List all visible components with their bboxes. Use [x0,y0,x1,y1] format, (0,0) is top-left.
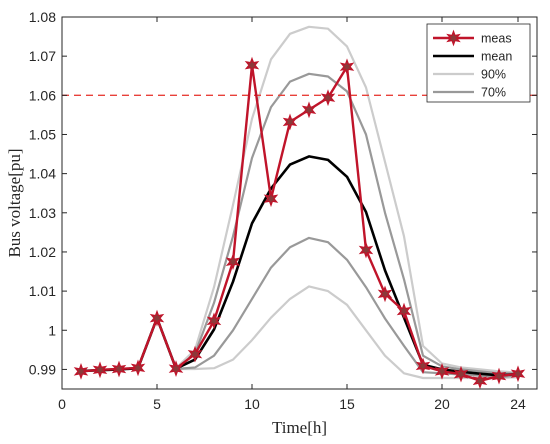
y-tick-label: 1.04 [29,166,56,182]
meas-marker [415,357,431,375]
meas-marker [396,302,412,320]
meas-marker [434,362,450,380]
legend: meas mean 90% 70% [426,23,531,103]
x-tick-label: 20 [434,396,450,412]
meas-marker [491,367,507,385]
y-tick-label: 1.05 [29,126,56,142]
y-axis-ticks: 0.99 1 1.01 1.02 1.03 1.04 1.05 1.06 1.07 1.08 [29,9,537,377]
x-tick-label: 24 [510,396,526,412]
meas-marker [301,101,317,119]
y-tick-label: 1.02 [29,244,56,260]
x-tick-label: 0 [58,396,66,412]
meas-marker [168,360,184,378]
legend-label: 70% [481,86,506,100]
legend-label: 90% [481,68,506,82]
series-markers [73,56,526,390]
y-tick-label: 1 [48,322,56,338]
y-axis-label: Bus voltage[pu] [5,148,24,257]
x-tick-label: 10 [244,396,260,412]
legend-label: meas [481,32,512,46]
meas-marker [92,361,108,379]
meas-marker [263,190,279,208]
legend-entries: meas mean 90% 70% [433,29,512,100]
meas-marker [244,56,260,74]
meas-marker [320,89,336,107]
meas-marker [187,345,203,363]
meas-marker [510,365,526,383]
meas-marker [453,365,469,383]
meas-marker [377,285,393,303]
y-tick-label: 1.03 [29,205,56,221]
legend-box [426,23,531,103]
y-tick-label: 0.99 [29,361,56,377]
y-tick-label: 1.01 [29,283,56,299]
meas-marker [149,309,165,327]
x-tick-label: 5 [153,396,161,412]
legend-star-marker [446,29,461,47]
x-tick-label: 15 [339,396,355,412]
meas-marker [225,253,241,271]
y-tick-label: 1.08 [29,9,56,25]
x-axis-label: Time[h] [272,418,327,437]
meas-marker [472,372,488,390]
y-tick-label: 1.06 [29,87,56,103]
plot-frame [61,16,538,390]
meas-marker [111,360,127,378]
meas-marker [358,241,374,259]
meas-marker [339,58,355,76]
meas-marker [130,359,146,377]
legend-label: mean [481,50,512,64]
x-axis-ticks: 0 5 10 15 20 24 [58,17,526,412]
meas-marker [73,362,89,380]
meas-marker [206,312,222,330]
y-tick-label: 1.07 [29,48,56,64]
meas-marker [282,113,298,131]
